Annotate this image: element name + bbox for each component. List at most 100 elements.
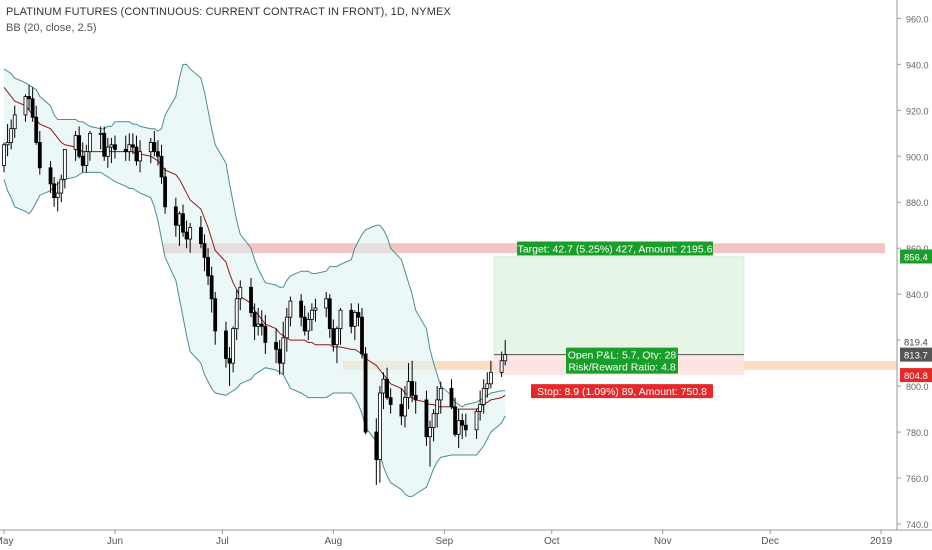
candle <box>163 167 168 214</box>
candle <box>198 216 203 249</box>
candle-body-up <box>406 381 411 398</box>
candle <box>123 135 128 161</box>
candle <box>12 105 17 138</box>
candle-body-up <box>281 337 286 364</box>
candle <box>485 372 490 398</box>
candle <box>102 126 107 161</box>
candle <box>406 363 411 410</box>
price-tick-label: 800.0 <box>906 382 929 392</box>
candle-body-down <box>277 348 282 364</box>
candle <box>159 144 164 184</box>
candle-body-up <box>438 388 443 401</box>
candle-body-up <box>478 404 483 412</box>
last-price-badge: 819.4 <box>900 334 932 349</box>
time-tick-label: Jul <box>216 536 229 547</box>
candle <box>349 303 354 334</box>
time-tick-label: May <box>0 536 13 547</box>
candle <box>130 133 135 154</box>
candle <box>105 137 110 168</box>
candle <box>109 137 114 164</box>
indicator-label[interactable]: BB (20, close, 2.5) <box>6 22 97 34</box>
candle-body-up <box>109 144 114 148</box>
candle-body-down <box>163 176 168 208</box>
candle-body-down <box>102 132 107 157</box>
candle <box>184 220 189 249</box>
candle-body-down <box>263 325 268 343</box>
candle-body-down <box>48 167 53 185</box>
candle-body-down <box>27 96 31 100</box>
candle-body-down <box>113 144 117 150</box>
candle <box>263 314 268 354</box>
candle <box>499 351 504 377</box>
candle <box>88 131 92 161</box>
candle <box>9 119 14 150</box>
candle-body-down <box>299 300 304 318</box>
price-tick-label: 840.0 <box>906 290 929 300</box>
stop-label-bg <box>531 384 713 399</box>
candle <box>134 135 139 166</box>
candle-body-up <box>55 192 60 199</box>
time-tick-label: Dec <box>761 536 779 547</box>
candle-body-down <box>213 298 218 332</box>
target-label: Target: 42.7 (5.25%) 427, Amount: 2195.6 <box>517 241 713 256</box>
candle-body-down <box>34 116 39 143</box>
candle <box>127 133 132 161</box>
candle <box>148 137 153 164</box>
candle-body-down <box>374 431 379 461</box>
candle-body-down <box>252 312 257 327</box>
candle-body-up <box>98 132 103 135</box>
candle <box>281 321 286 375</box>
risk-reward-label: Risk/Reward Ratio: 4.8 <box>566 359 678 374</box>
price-tick-label: 940.0 <box>906 60 929 70</box>
risk-reward-label-bg <box>566 359 678 374</box>
candle <box>377 386 382 483</box>
target-price-badge: 856.4 <box>900 249 932 263</box>
candle-body-down <box>302 316 307 332</box>
open-pl-label-bg <box>566 347 678 362</box>
candle-body-up <box>456 420 461 435</box>
price-tick-label: 920.0 <box>906 106 929 116</box>
candle-body-up <box>127 144 132 153</box>
candle-body-down <box>363 353 368 433</box>
candle <box>488 360 493 389</box>
candle <box>274 328 278 364</box>
candle-body-up <box>62 148 67 180</box>
candle <box>256 307 261 336</box>
candle-body-up <box>352 312 357 327</box>
candle-body-down <box>209 275 214 300</box>
candle <box>403 386 407 428</box>
candle-body-down <box>173 206 178 226</box>
candle-body-up <box>188 227 193 240</box>
candle <box>463 413 468 437</box>
candle-body-up <box>284 316 289 339</box>
candle <box>2 142 6 173</box>
candlestick-series <box>2 85 508 485</box>
candle-body-down <box>460 420 465 426</box>
candle-body-up <box>9 128 14 143</box>
candle <box>460 413 465 439</box>
candle-body-down <box>224 330 228 359</box>
candle-body-up <box>338 309 343 330</box>
candle-body-down <box>123 148 128 153</box>
candle-body-up <box>177 213 182 226</box>
candle-body-up <box>288 300 293 318</box>
candle-body-down <box>37 142 42 169</box>
candle-body-down <box>202 243 207 258</box>
stop-price-badge-text: 804.8 <box>904 371 928 382</box>
candle <box>474 409 479 439</box>
target-label-text: Target: 42.7 (5.25%) 427, Amount: 2195.6 <box>518 243 713 255</box>
candle-body-down <box>152 142 157 153</box>
candle <box>30 87 35 122</box>
candle-body-down <box>30 98 35 118</box>
open-pl-label-text: Open P&L: 5.7, Qty: 28 <box>568 350 677 362</box>
candle-body-down <box>206 257 210 277</box>
position-labels: Target: 42.7 (5.25%) 427, Amount: 2195.6… <box>517 241 713 399</box>
last-price-badge-bg <box>900 334 932 349</box>
candle <box>234 289 239 341</box>
candle <box>284 307 289 352</box>
candle-body-down <box>259 323 264 327</box>
current-price-badge: 813.7 <box>900 347 932 362</box>
candle <box>335 326 339 364</box>
candle <box>313 298 318 322</box>
